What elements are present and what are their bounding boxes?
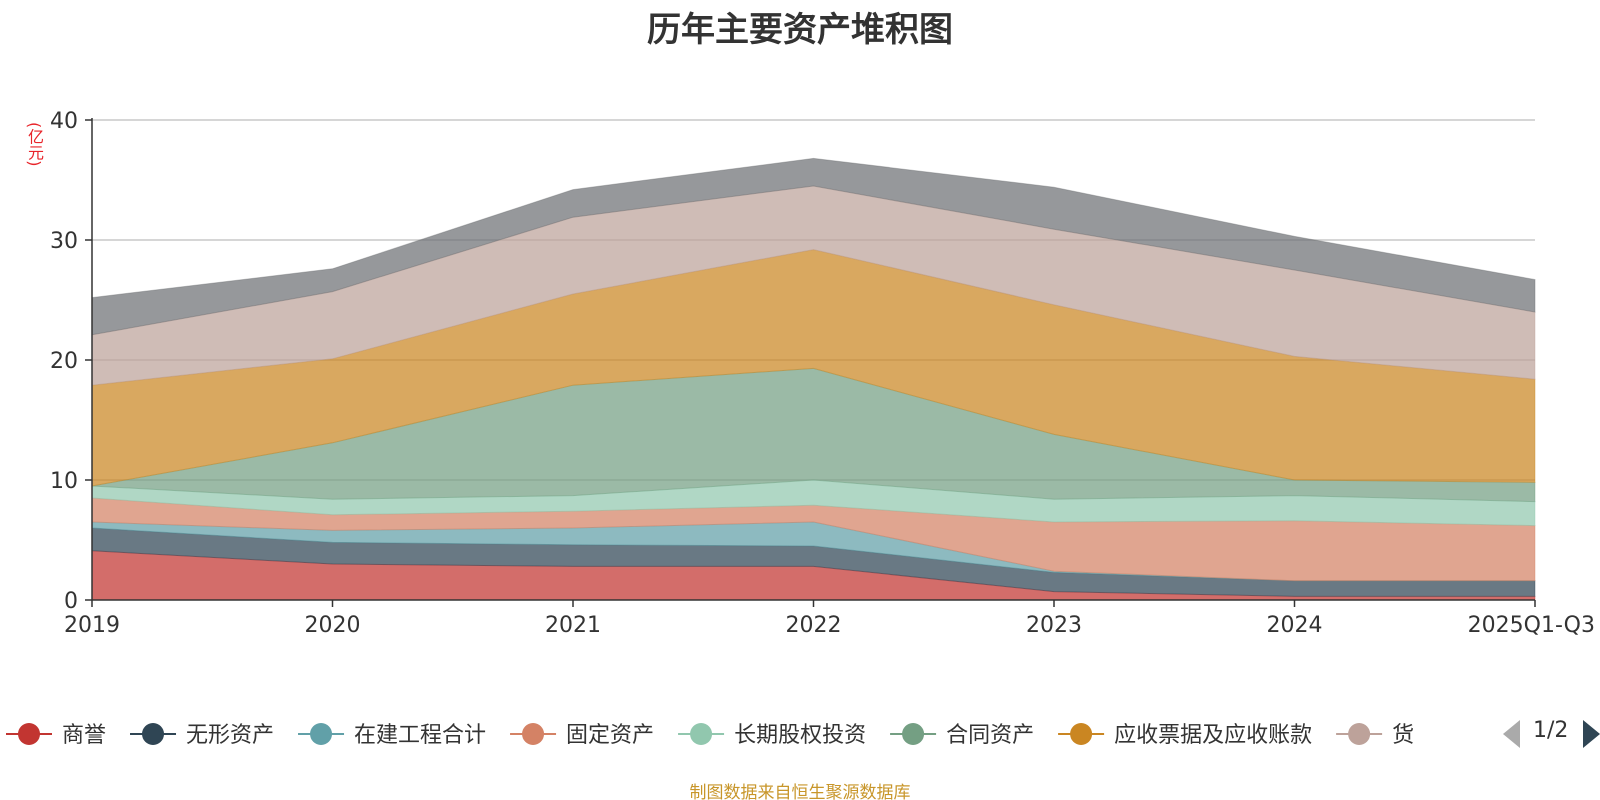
x-tick-label: 2024 [1267,613,1323,638]
legend-item-8[interactable]: 货 [1336,723,1414,748]
y-tick-label: 30 [50,229,78,254]
legend-next-arrow-icon[interactable] [1583,720,1600,748]
y-tick-label: 10 [50,469,78,494]
legend-label: 合同资产 [946,723,1034,748]
x-tick-label: 2022 [786,613,842,638]
legend-marker [690,723,713,745]
area-series-2[interactable] [91,527,1536,597]
area-series-9[interactable] [91,157,1536,336]
legend-item-4[interactable]: 固定资产 [510,723,654,748]
x-tick-label: 2025Q1-Q3 [1468,613,1595,638]
x-tick-label: 2020 [305,613,361,638]
legend-item-7[interactable]: 应收票据及应收账款 [1058,723,1312,748]
legend-marker [18,723,40,745]
x-tick-label: 2019 [64,613,120,638]
axes: 0 10 20 30 40 2019 2020 2021 2022 2023 2024 2025Q1-… [50,109,1595,638]
legend-marker [142,723,165,745]
legend-marker [310,723,333,745]
area-series-layer [91,157,1536,601]
y-tick-label: 0 [64,589,78,614]
area-series-8[interactable] [91,185,1536,386]
legend-item-6[interactable]: 合同资产 [890,723,1034,748]
area-series-7[interactable] [91,249,1536,487]
x-tick-label: 2021 [545,613,601,638]
legend[interactable]: 商誉 无形资产 在建工程合计 固定资产 长期股权投资 合同资产 应收票据及应收账款 货 [6,720,1600,748]
legend-label: 无形资产 [186,723,274,748]
chart-title: 历年主要资产堆积图 [647,10,953,50]
legend-item-1[interactable]: 商誉 [6,723,106,748]
legend-label: 长期股权投资 [734,723,866,748]
y-axis-unit-label: (亿元) [25,122,44,167]
data-source-note: 制图数据来自恒生聚源数据库 [689,783,911,800]
legend-item-3[interactable]: 在建工程合计 [298,723,486,748]
legend-item-2[interactable]: 无形资产 [130,723,274,748]
legend-label: 在建工程合计 [354,723,486,748]
area-series-4[interactable] [91,497,1536,582]
legend-item-5[interactable]: 长期股权投资 [678,723,866,748]
legend-prev-arrow-icon[interactable] [1503,720,1520,748]
legend-marker [902,723,925,745]
y-tick-label: 20 [50,349,78,374]
legend-marker [1348,723,1371,745]
legend-label: 货 [1392,723,1414,748]
legend-page-indicator: 1/2 [1533,718,1569,743]
legend-marker [1070,723,1093,745]
x-tick-label: 2023 [1026,613,1082,638]
legend-label: 应收票据及应收账款 [1114,723,1312,748]
legend-marker [522,723,545,745]
legend-label: 固定资产 [566,723,654,748]
y-tick-label: 40 [50,109,78,134]
legend-label: 商誉 [62,723,106,748]
